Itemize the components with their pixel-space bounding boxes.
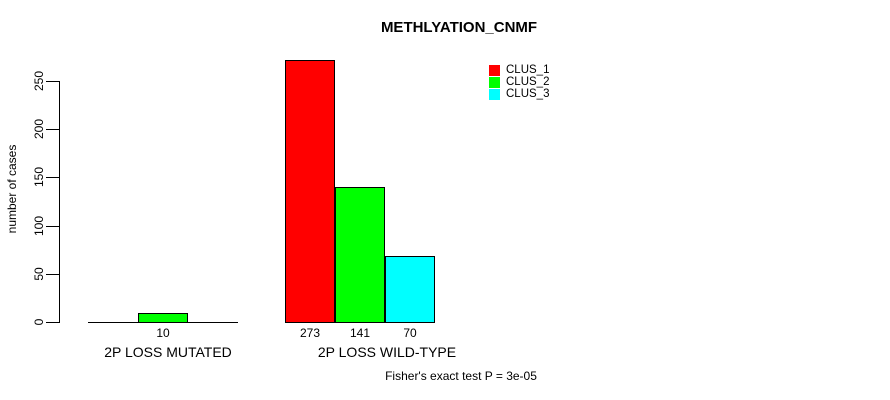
y-tick-label-text: 150: [32, 166, 46, 188]
legend-label: CLUS_1: [506, 64, 550, 76]
y-tick: [46, 177, 59, 178]
legend-item: CLUS_1: [489, 64, 549, 76]
legend-label: CLUS_2: [506, 76, 550, 88]
category-label: 2P LOSS MUTATED: [104, 344, 232, 360]
y-tick: [46, 322, 59, 323]
y-tick-label-text: 100: [32, 215, 46, 237]
bar-value-label: 70: [403, 326, 417, 340]
legend-swatch-clus-1: [489, 64, 500, 76]
y-tick-label-text: 200: [32, 118, 46, 140]
legend-item: CLUS_2: [489, 76, 549, 88]
legend-label: CLUS_3: [506, 88, 550, 100]
y-tick-label-text: 250: [32, 70, 46, 92]
bar: [335, 187, 385, 323]
fisher-test-note: Fisher's exact test P = 3e-05: [385, 369, 537, 383]
y-axis-title-text: number of cases: [5, 144, 19, 234]
legend-swatch-clus-3: [489, 88, 500, 100]
bar-value-label: 10: [156, 326, 170, 340]
legend-swatch-clus-2: [489, 76, 500, 88]
chart-title: METHLYATION_CNMF: [380, 19, 538, 36]
bar-zero-line: [188, 322, 238, 323]
bar-value-label: 273: [299, 326, 321, 340]
y-tick: [46, 274, 59, 275]
y-tick: [46, 129, 59, 130]
bar-value-label: 141: [349, 326, 371, 340]
legend-item: CLUS_3: [489, 88, 549, 100]
legend: CLUS_1 CLUS_2 CLUS_3: [489, 64, 549, 100]
bar-zero-line: [88, 322, 138, 323]
bar: [285, 60, 335, 323]
y-axis-line: [59, 81, 60, 323]
y-tick-label-text: 50: [32, 267, 46, 281]
y-tick-label-text: 0: [32, 318, 46, 326]
y-tick: [46, 81, 59, 82]
category-label: 2P LOSS WILD-TYPE: [317, 344, 457, 360]
bar: [385, 256, 435, 323]
y-tick: [46, 226, 59, 227]
bar: [138, 313, 188, 323]
